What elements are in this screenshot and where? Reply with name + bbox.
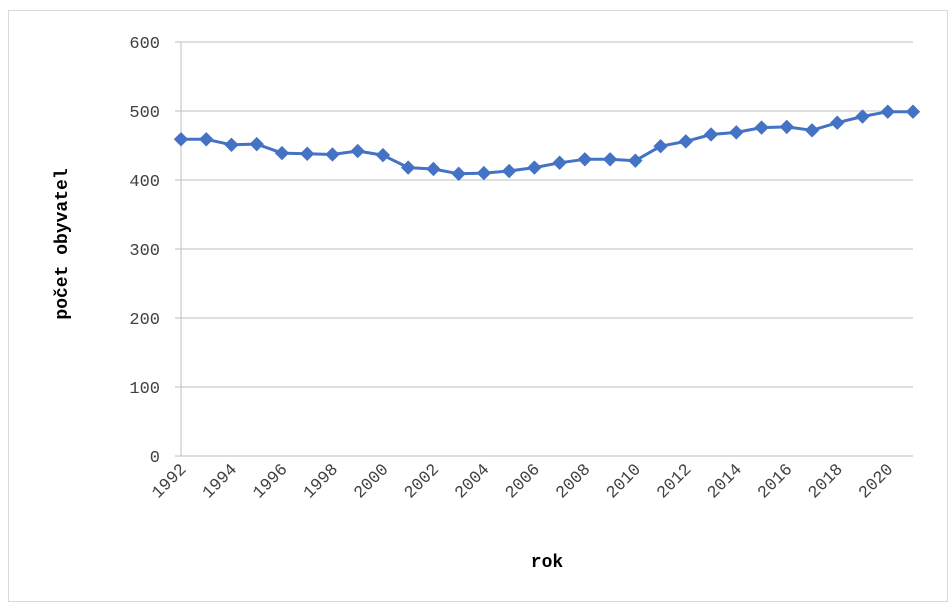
y-tick-label: 600 [129,35,160,54]
data-point-marker [855,109,870,124]
data-point-marker [224,137,239,153]
series-line [181,110,913,176]
y-axis-title: počet obyvatel [53,168,73,319]
chart-area [8,10,948,602]
data-point-marker [274,145,290,161]
data-point-marker [527,160,542,175]
data-point-marker [173,132,189,147]
data-point-marker [426,161,441,177]
data-point-marker [703,127,719,142]
y-tick-label: 300 [129,242,160,261]
data-point-marker [779,119,795,135]
data-point-marker [678,134,694,149]
data-point-marker [350,143,365,159]
x-tick-label: 1994 [199,461,241,503]
y-tick-label: 200 [129,311,160,330]
data-point-marker [754,120,769,135]
x-tick-label: 2004 [452,461,494,503]
data-point-marker [375,147,391,163]
x-axis-title: rok [531,553,564,573]
gridlines [175,41,913,457]
x-tick-label: 1998 [300,461,342,503]
data-point-marker [552,155,567,170]
y-tick-label: 100 [129,380,160,399]
data-point-marker [199,132,214,147]
data-point-marker [325,147,340,162]
x-tick-label: 1996 [250,461,292,503]
x-tick-label: 2012 [654,461,696,503]
data-point-marker [830,115,845,130]
data-point-marker [653,138,668,154]
data-point-marker [577,152,593,167]
data-point-marker [501,163,517,179]
x-axis-ticks: 1992 1994 1996 1998 2000 2002 2004 2006 2008 2010… [149,461,898,503]
data-point-marker [299,146,315,161]
y-axis-ticks: 0 100 200 300 400 500 600 [129,35,160,468]
data-point-marker [451,166,466,181]
data-point-marker [729,125,744,140]
y-tick-label: 400 [129,173,160,192]
x-tick-label: 2010 [603,461,645,503]
x-tick-label: 2020 [856,461,898,503]
y-tick-label: 500 [129,104,160,123]
series-group [173,104,921,181]
x-tick-label: 2008 [553,461,595,503]
x-tick-label: 2016 [755,461,797,503]
x-tick-label: 2002 [401,461,443,503]
x-tick-label: 2014 [704,461,746,503]
x-tick-label: 2006 [502,461,544,503]
x-tick-label: 2000 [351,461,393,503]
data-point-marker [804,123,820,138]
data-point-marker [249,136,264,152]
x-tick-label: 2018 [805,461,847,503]
data-point-marker [905,104,921,119]
data-point-marker [400,160,416,175]
data-point-marker [880,104,895,119]
data-point-marker [628,153,643,168]
data-point-marker [602,152,618,167]
y-tick-label: 0 [150,449,160,468]
data-point-marker [476,165,492,181]
